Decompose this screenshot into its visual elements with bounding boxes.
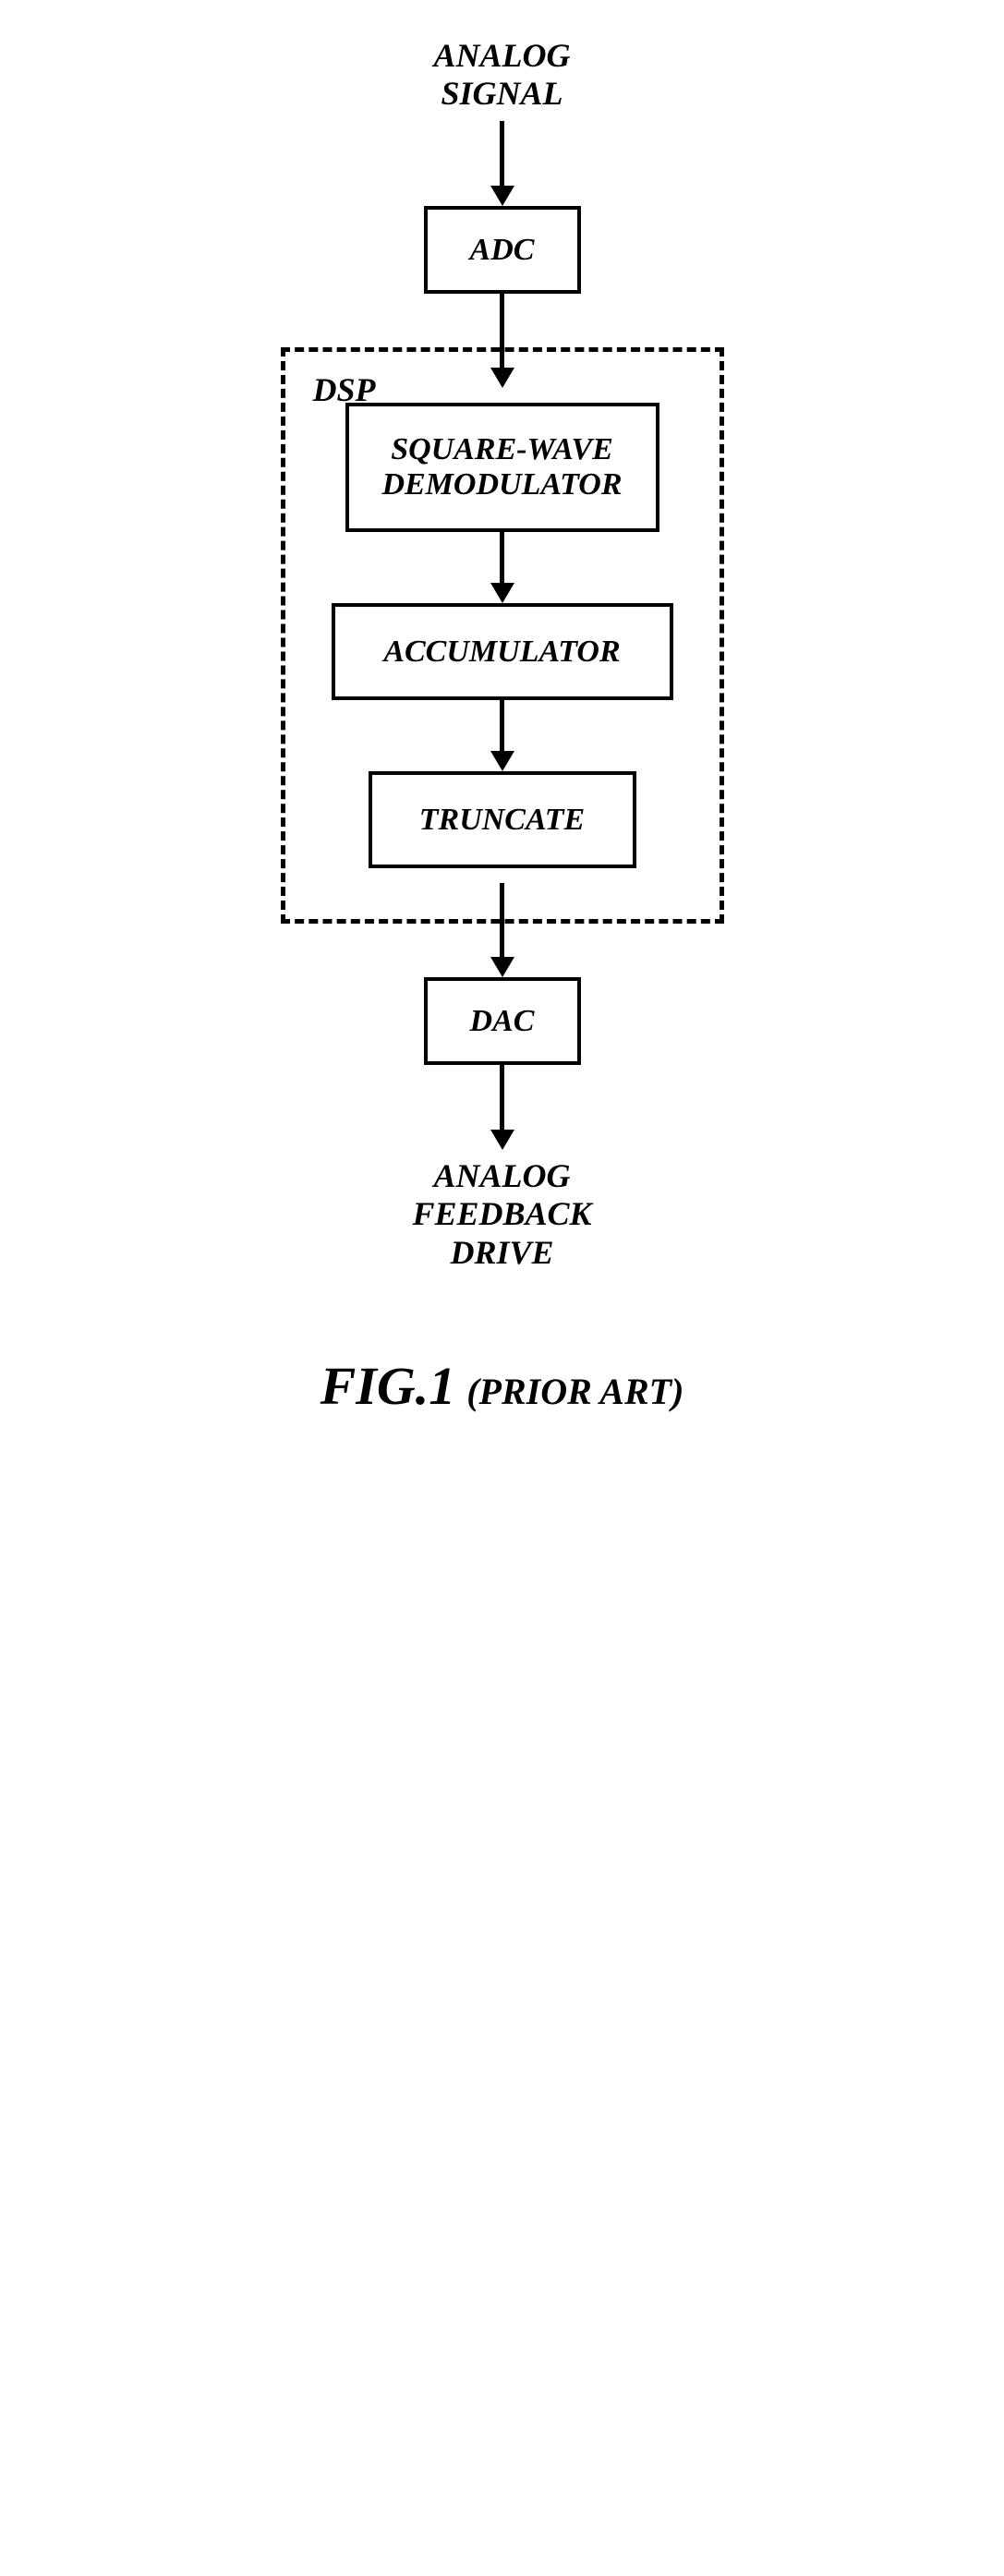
dsp-label: DSP — [313, 370, 376, 409]
accumulator-block: ACCUMULATOR — [332, 603, 673, 700]
input-signal-label: ANALOG SIGNAL — [433, 37, 570, 114]
arrow-input-to-adc — [490, 121, 514, 206]
caption-main: FIG.1 — [321, 1356, 456, 1416]
arrow-head — [490, 751, 514, 771]
arrow-shaft — [500, 1065, 504, 1130]
arrow-dac-to-output — [490, 1065, 514, 1150]
arrow-head — [490, 583, 514, 603]
truncate-block: TRUNCATE — [369, 771, 636, 868]
dac-block: DAC — [424, 977, 581, 1065]
arrow-shaft — [500, 700, 504, 751]
arrow-head — [490, 368, 514, 388]
arrow-shaft — [500, 121, 504, 186]
arrow-head — [490, 1130, 514, 1150]
arrow-demod-to-accum — [490, 532, 514, 603]
dsp-container: DSP SQUARE-WAVE DEMODULATOR ACCUMULATOR … — [281, 347, 724, 924]
diagram-wrapper: ANALOG SIGNAL ADC DSP SQUARE-WAVE DEMODU… — [18, 37, 986, 1417]
arrow-head — [490, 957, 514, 977]
arrow-dsp-to-dac — [490, 883, 514, 977]
caption-sub: (PRIOR ART) — [466, 1371, 683, 1412]
output-signal-label: ANALOG FEEDBACK DRIVE — [412, 1157, 591, 1272]
arrow-accum-to-trunc — [490, 700, 514, 771]
figure-caption: FIG.1 (PRIOR ART) — [321, 1355, 684, 1417]
arrow-head — [490, 186, 514, 206]
arrow-adc-to-dsp — [490, 294, 514, 388]
demodulator-block: SQUARE-WAVE DEMODULATOR — [345, 403, 659, 532]
arrow-shaft — [500, 294, 504, 368]
arrow-shaft — [500, 883, 504, 957]
adc-block: ADC — [424, 206, 581, 294]
arrow-shaft — [500, 532, 504, 583]
